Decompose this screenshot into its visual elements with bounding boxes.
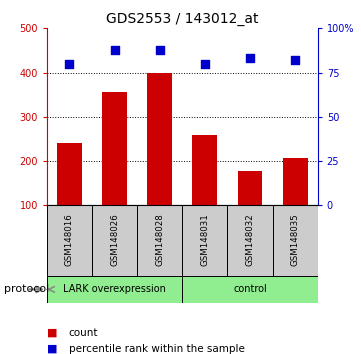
Bar [147, 73, 172, 205]
Bar [47, 205, 92, 276]
Text: GSM148031: GSM148031 [200, 213, 209, 266]
Bar [273, 205, 318, 276]
Bar [192, 135, 217, 205]
Text: GSM148026: GSM148026 [110, 213, 119, 266]
Point [247, 56, 253, 61]
Text: GSM148028: GSM148028 [155, 213, 164, 266]
Bar [137, 205, 182, 276]
Bar [283, 158, 308, 205]
Point [112, 47, 118, 52]
Text: GSM148032: GSM148032 [245, 213, 255, 266]
Point [292, 57, 298, 63]
Bar [102, 92, 127, 205]
Text: ■: ■ [47, 344, 57, 354]
Bar [47, 276, 182, 303]
Point [157, 47, 162, 52]
Text: GSM148016: GSM148016 [65, 213, 74, 266]
Text: count: count [69, 328, 98, 338]
Bar [182, 276, 318, 303]
Text: protocol: protocol [4, 284, 49, 295]
Title: GDS2553 / 143012_at: GDS2553 / 143012_at [106, 12, 258, 26]
Text: ■: ■ [47, 328, 57, 338]
Point [202, 61, 208, 67]
Bar [227, 205, 273, 276]
Text: GSM148035: GSM148035 [291, 213, 300, 266]
Point [67, 61, 73, 67]
Bar [57, 143, 82, 205]
Text: LARK overexpression: LARK overexpression [63, 284, 166, 295]
Text: percentile rank within the sample: percentile rank within the sample [69, 344, 244, 354]
Text: control: control [233, 284, 267, 295]
Bar [92, 205, 137, 276]
Bar [238, 171, 262, 205]
Bar [182, 205, 227, 276]
